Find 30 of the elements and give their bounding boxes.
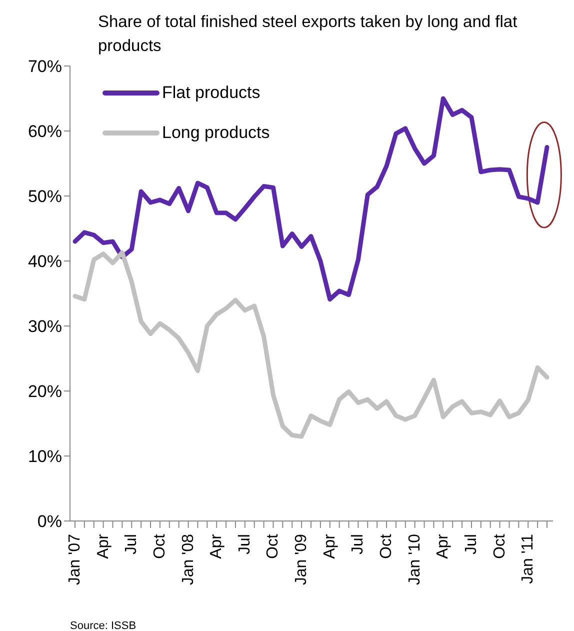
y-tick-label: 30%	[28, 317, 62, 336]
y-tick-label: 0%	[37, 512, 62, 532]
chart-title: Share of total finished steel exports taken by long and flat products	[98, 12, 518, 57]
x-tick-label: Jan '07	[66, 534, 84, 586]
y-tick-label: 60%	[28, 122, 62, 142]
x-tick-label: Apr	[434, 533, 452, 559]
x-tick-label: Oct	[264, 533, 282, 559]
x-tick-label: Jan '08	[180, 534, 197, 586]
y-tick-label: 10%	[28, 447, 62, 466]
x-tick-label: Apr	[208, 533, 226, 559]
x-tick-label: Jan '10	[406, 534, 424, 586]
legend-label: Flat products	[162, 83, 260, 103]
x-tick-label: Jul	[123, 534, 140, 554]
y-tick-label: 20%	[28, 382, 62, 402]
source-note: Source: ISSB	[70, 620, 136, 631]
x-tick-label: Jul	[350, 534, 367, 554]
x-tick-label: Apr	[94, 533, 112, 559]
x-tick-label: Jul	[236, 534, 254, 554]
x-tick-label: Oct	[378, 533, 396, 559]
x-tick-label: Apr	[321, 533, 338, 559]
x-tick-label: Jul	[462, 534, 480, 554]
y-tick-label: 50%	[28, 187, 62, 206]
x-tick-label: Oct	[151, 533, 168, 559]
x-tick-label: Jan '11	[520, 534, 537, 584]
y-tick-label: 70%	[28, 57, 62, 76]
x-tick-label: Jan '09	[293, 534, 310, 586]
x-tick-label: Oct	[491, 533, 508, 559]
y-tick-label: 40%	[28, 252, 62, 272]
line-series	[72, 250, 550, 439]
legend-label: Long products	[162, 123, 270, 143]
